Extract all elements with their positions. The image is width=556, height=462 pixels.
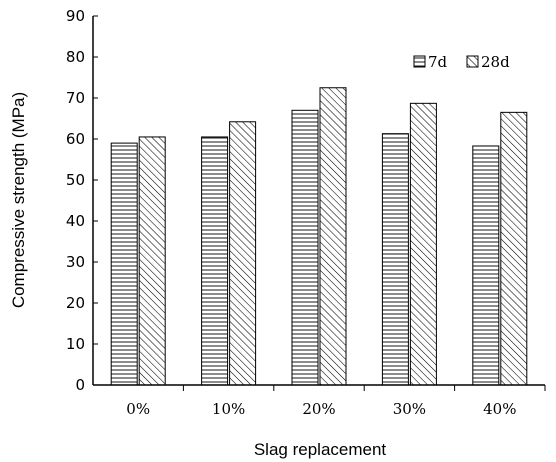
x-tick-label: 40% [483, 400, 516, 418]
bar-7d-40% [472, 145, 500, 386]
y-tick-label: 90 [66, 7, 85, 25]
bar-28d-40% [500, 111, 528, 386]
y-tick-label: 50 [66, 171, 85, 189]
legend-label-7d: 7d [428, 53, 448, 71]
x-tick-label: 10% [212, 400, 245, 418]
bar-7d-20% [291, 109, 319, 386]
y-axis-ticks: 0 10 20 30 40 50 60 70 80 90 [66, 7, 98, 394]
y-tick-label: 10 [66, 335, 85, 353]
y-tick-label: 70 [66, 89, 85, 107]
bar-28d-0% [138, 136, 166, 386]
x-axis-ticks: 0% 10% 20% 30% 40% [126, 385, 546, 418]
legend-swatch-28d [466, 55, 479, 68]
y-tick-label: 0 [75, 376, 85, 394]
bar-28d-20% [319, 87, 347, 386]
bars-group [110, 87, 528, 386]
bar-28d-10% [229, 121, 257, 386]
x-tick-label: 0% [126, 400, 150, 418]
legend: 7d 28d [413, 53, 510, 71]
x-tick-label: 30% [393, 400, 426, 418]
x-axis-label: Slag replacement [254, 440, 387, 459]
y-tick-label: 20 [66, 294, 85, 312]
x-tick-label: 20% [302, 400, 335, 418]
bar-7d-30% [381, 133, 409, 386]
bar-28d-30% [409, 102, 437, 386]
y-tick-label: 60 [66, 130, 85, 148]
bar-7d-0% [110, 142, 138, 386]
y-tick-label: 40 [66, 212, 85, 230]
legend-label-28d: 28d [481, 53, 510, 71]
y-axis-label: Compressive strength (MPa) [9, 92, 28, 308]
y-tick-label: 30 [66, 253, 85, 271]
y-tick-label: 80 [66, 48, 85, 66]
bar-7d-10% [201, 136, 229, 386]
legend-swatch-7d [413, 55, 426, 68]
